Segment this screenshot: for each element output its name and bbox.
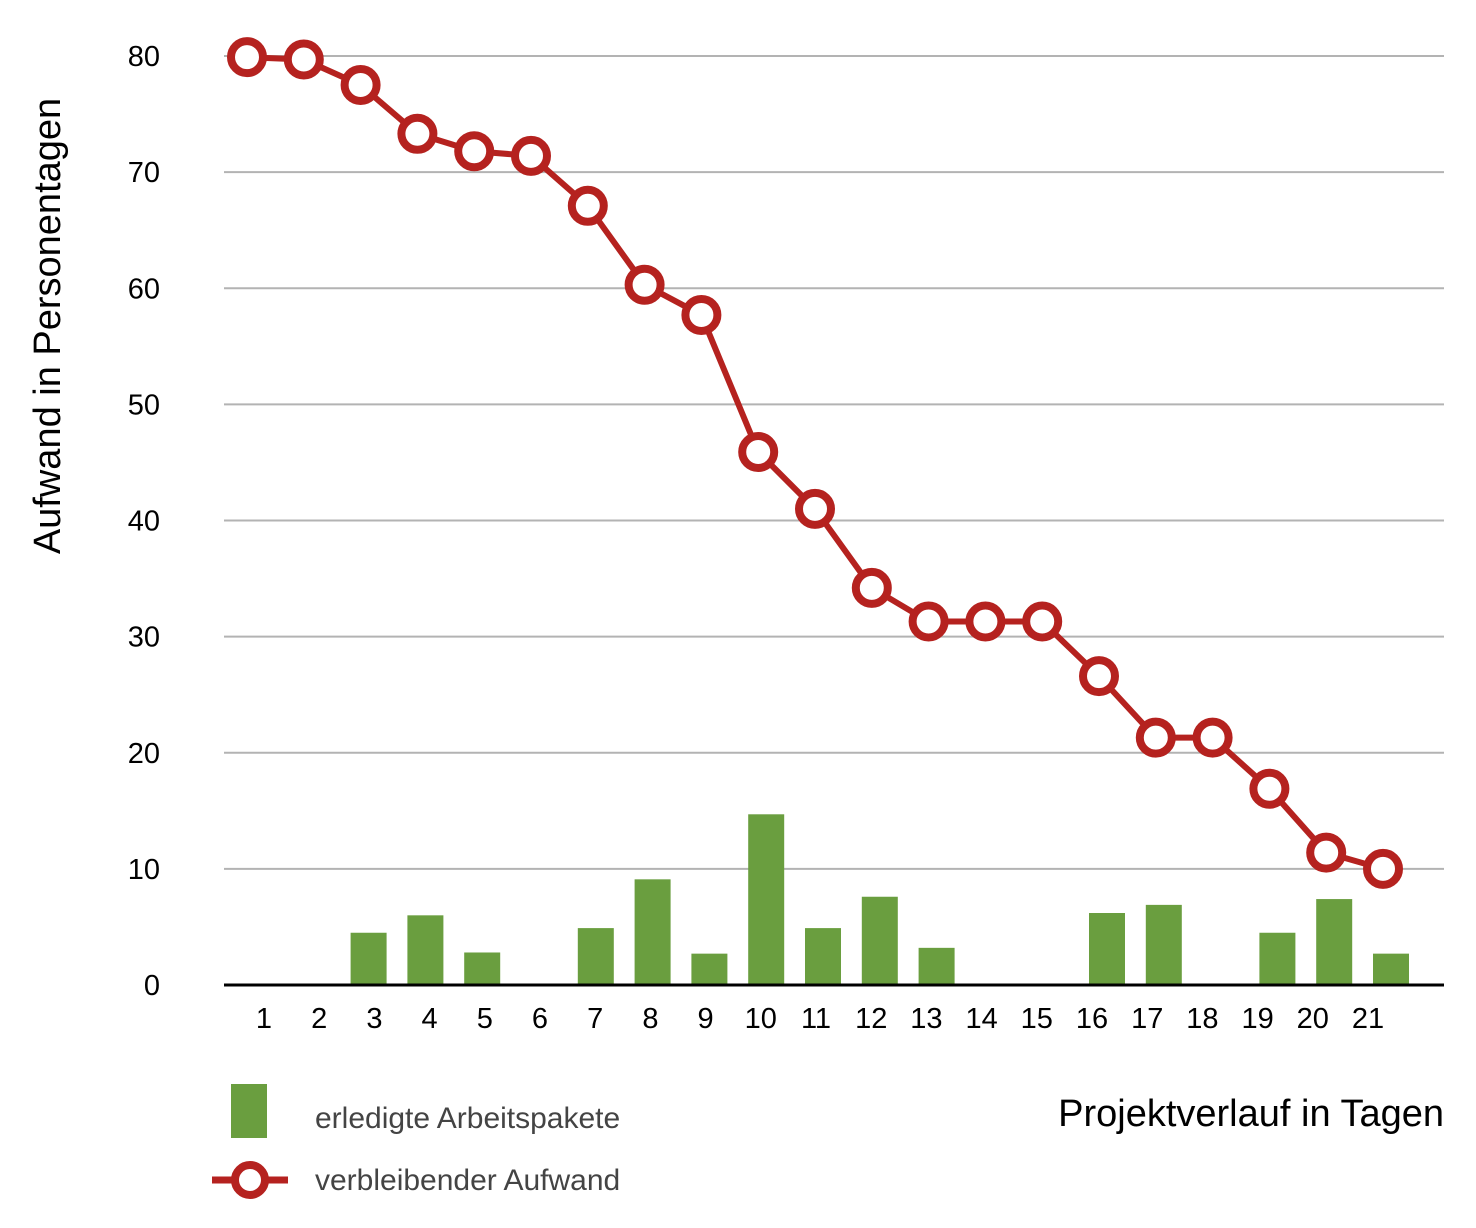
- bar: [1145, 904, 1182, 985]
- y-tick-label: 10: [128, 854, 160, 886]
- bar: [1373, 953, 1409, 985]
- line-point: [567, 185, 608, 226]
- line-point: [283, 39, 324, 80]
- y-tick-label: 50: [128, 389, 160, 421]
- x-tick-label: 12: [855, 1003, 887, 1035]
- bar: [805, 928, 841, 985]
- line-point: [1079, 656, 1119, 697]
- x-tick-label: 18: [1186, 1003, 1218, 1035]
- y-tick-label: 0: [144, 970, 160, 1002]
- line-point: [851, 567, 892, 608]
- legend-label-bars: erledigte Arbeitspakete: [315, 1102, 620, 1135]
- x-tick-label: 19: [1241, 1003, 1273, 1035]
- legend-swatch-bars: [231, 1084, 267, 1138]
- x-tick-label: 7: [587, 1003, 603, 1035]
- y-axis-label: Aufwand in Personentagen: [27, 98, 69, 554]
- gridlines: [224, 55, 1444, 870]
- bar: [918, 947, 955, 985]
- legend-swatch-marker: [231, 1161, 269, 1199]
- line-point: [738, 431, 779, 472]
- x-tick-label: 4: [422, 1003, 438, 1035]
- x-tick-label: 3: [366, 1003, 382, 1035]
- x-tick-label: 1: [256, 1003, 272, 1035]
- y-tick-label: 30: [128, 622, 160, 654]
- x-axis-label: Projektverlauf in Tagen: [1058, 1093, 1444, 1135]
- line-point: [1135, 717, 1176, 758]
- x-tick-label: 5: [477, 1003, 493, 1035]
- y-tick-label: 40: [128, 506, 160, 538]
- line-point: [795, 488, 835, 529]
- line-point: [397, 113, 438, 154]
- line-point: [624, 264, 665, 305]
- bar: [577, 928, 614, 985]
- line-point: [1249, 768, 1290, 809]
- bar: [861, 896, 898, 985]
- bar: [464, 952, 501, 985]
- bar: [748, 814, 785, 985]
- x-tick-label: 13: [910, 1003, 942, 1035]
- x-tick-label: 11: [801, 1003, 831, 1035]
- x-tick-label: 2: [311, 1003, 327, 1035]
- bar: [1259, 932, 1296, 985]
- line-point: [511, 135, 551, 176]
- y-tick-label: 60: [128, 273, 160, 305]
- x-tick-label: 17: [1131, 1003, 1163, 1035]
- line-point: [1363, 848, 1403, 889]
- bar: [634, 879, 671, 985]
- y-tick-label: 80: [128, 41, 160, 73]
- line-point: [454, 131, 495, 172]
- line-point: [965, 601, 1006, 642]
- legend: erledigte Arbeitspakete verbleibender Au…: [212, 1084, 620, 1199]
- x-tick-label: 9: [698, 1003, 714, 1035]
- x-tick-label: 14: [965, 1003, 997, 1035]
- x-tick-label: 10: [745, 1003, 777, 1035]
- line-point: [340, 65, 381, 106]
- y-tick-label: 70: [128, 157, 160, 189]
- bar-series: [350, 814, 1409, 985]
- x-tick-label: 6: [532, 1003, 548, 1035]
- bar: [691, 953, 728, 985]
- x-tick-label: 8: [642, 1003, 658, 1035]
- x-tick-label: 15: [1021, 1003, 1053, 1035]
- bar: [1089, 913, 1125, 985]
- bar: [407, 915, 444, 985]
- y-axis-ticks: 0 10 20 30 40 50 60 70 80: [128, 41, 160, 1002]
- line-point: [1306, 832, 1347, 873]
- line-point: [1022, 601, 1063, 642]
- line-point: [1192, 717, 1233, 758]
- x-tick-label: 21: [1352, 1003, 1384, 1035]
- line-point: [227, 37, 267, 78]
- line-point: [908, 601, 949, 642]
- bar: [350, 932, 387, 985]
- x-axis-ticks: 1 2 3 4 5 6 7 8 9 10 11 12 13 14 15 16 17 18 19 20 21: [256, 1003, 1384, 1035]
- line-point: [681, 294, 722, 335]
- legend-label-line: verbleibender Aufwand: [315, 1164, 620, 1197]
- line-series: [227, 37, 1403, 889]
- x-tick-label: 20: [1297, 1003, 1329, 1035]
- y-tick-label: 20: [128, 738, 160, 770]
- x-tick-label: 16: [1076, 1003, 1108, 1035]
- bar: [1316, 899, 1353, 985]
